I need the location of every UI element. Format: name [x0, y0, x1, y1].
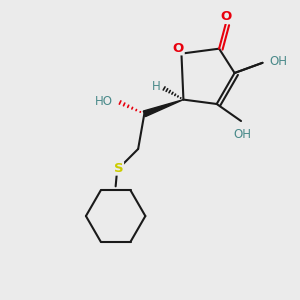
Text: OH: OH — [233, 128, 251, 141]
Polygon shape — [143, 100, 183, 117]
Text: O: O — [220, 10, 231, 23]
Text: H: H — [152, 80, 161, 94]
Text: HO: HO — [95, 94, 113, 107]
Text: O: O — [173, 42, 184, 55]
Text: OH: OH — [270, 55, 288, 68]
Text: S: S — [114, 162, 123, 175]
